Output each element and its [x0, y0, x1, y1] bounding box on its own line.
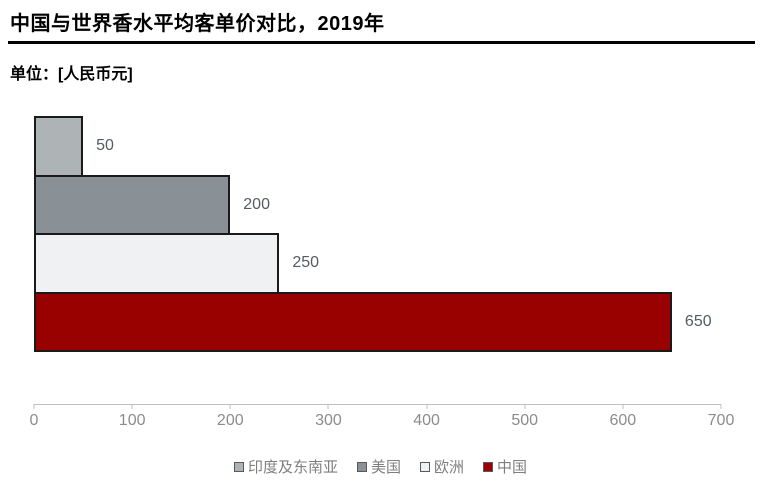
legend-item: 美国: [356, 456, 401, 477]
legend-swatch: [483, 461, 494, 472]
legend-label: 中国: [497, 459, 528, 476]
x-axis-line: [34, 404, 721, 405]
x-axis-tick-label: 500: [511, 412, 539, 429]
legend: 印度及东南亚 美国 欧洲 中国: [0, 456, 761, 477]
legend-item: 印度及东南亚: [233, 456, 338, 477]
title-underline: [8, 41, 755, 44]
bar-value-label: 200: [243, 195, 270, 213]
bar-value-label: 250: [292, 254, 320, 272]
legend-swatch: [233, 461, 244, 472]
legend-label: 印度及东南亚: [247, 459, 338, 476]
x-axis-tick: [622, 404, 624, 409]
bar-usa: [34, 174, 231, 235]
x-axis-tick: [720, 404, 722, 409]
bar-india-southeast-asia: [34, 116, 84, 177]
x-axis: 0 100 200 300 400 500 600 700: [30, 404, 734, 434]
x-axis-tick: [327, 404, 329, 409]
x-axis-tick-label: 0: [29, 412, 39, 429]
x-axis-tick: [426, 404, 428, 409]
x-axis-tick-label: 700: [707, 412, 735, 429]
bar-value-label: 50: [96, 137, 114, 155]
legend-swatch: [420, 461, 430, 472]
x-axis-tick-label: 300: [315, 412, 342, 429]
x-axis-tick-label: 400: [413, 412, 440, 429]
chart-title: 中国与世界香水平均客单价对比，2019年: [10, 13, 385, 35]
unit-label: 单位：[人民币元]: [10, 66, 133, 83]
legend-item: 中国: [483, 456, 527, 477]
bar-value-label: 650: [684, 312, 712, 330]
bar-china: [34, 291, 672, 352]
legend-label: 美国: [370, 459, 401, 476]
legend-item: 欧洲: [420, 456, 464, 477]
bar-europe: [34, 233, 280, 294]
x-axis-tick-label: 200: [216, 412, 244, 429]
plot-area: 50 200 250 650: [34, 116, 721, 353]
x-axis-tick: [229, 404, 231, 409]
x-axis-tick-label: 100: [118, 412, 146, 429]
x-axis-tick: [524, 404, 526, 409]
legend-swatch: [356, 461, 367, 472]
x-axis-tick-label: 600: [609, 412, 637, 429]
x-axis-tick: [131, 404, 133, 409]
x-axis-tick: [33, 404, 35, 409]
legend-label: 欧洲: [434, 459, 465, 476]
